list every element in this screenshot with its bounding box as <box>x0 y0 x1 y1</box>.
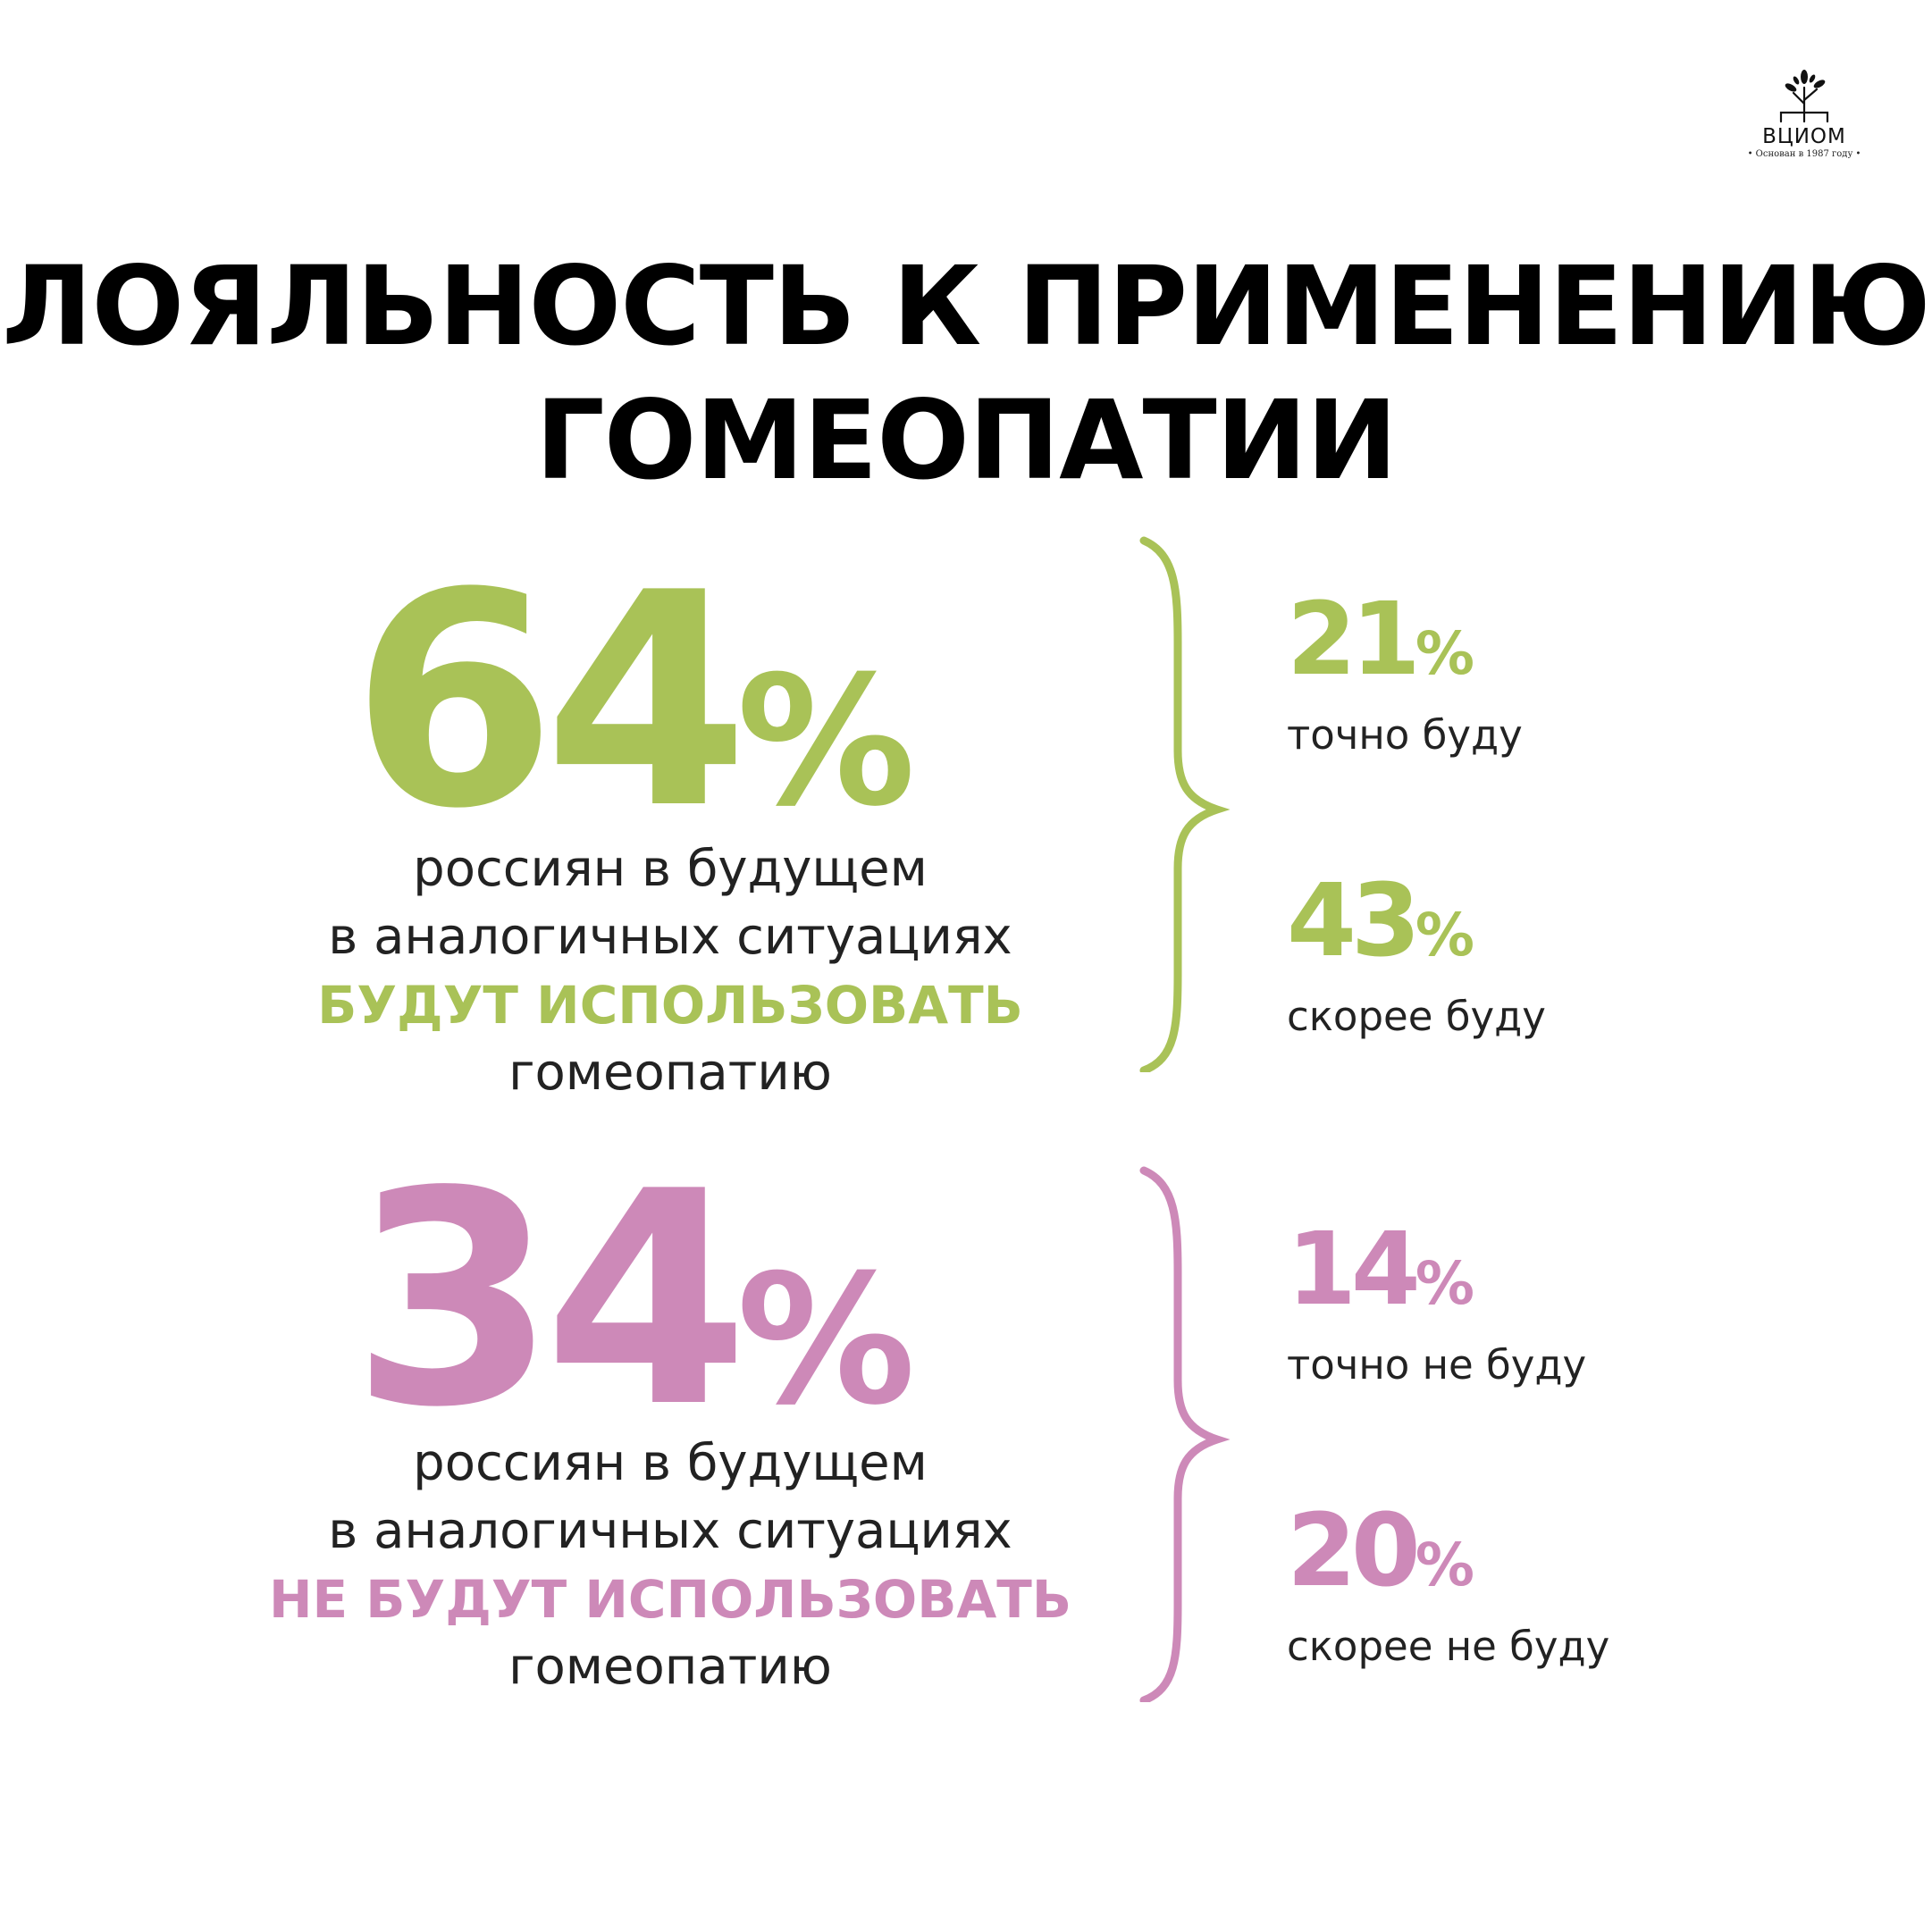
sub-stat-definitely-no: 14% точно не буду <box>1287 1220 1586 1389</box>
sub-stat-rather-no: 20% скорее не буду <box>1287 1501 1609 1670</box>
page-title: ЛОЯЛЬНОСТЬ К ПРИМЕНЕНИЮ ГОМЕОПАТИИ <box>0 239 1932 508</box>
curly-brace-pink <box>1139 1166 1231 1702</box>
desc-accent: НЕ БУДУТ ИСПОЛЬЗОВАТЬ <box>268 1569 1072 1630</box>
sub-stat-value: 14 <box>1287 1212 1421 1328</box>
vciom-logo: ВЦИОМ • Основан в 1987 году • <box>1741 68 1868 173</box>
big-stat-percent: % <box>736 1237 916 1445</box>
sub-stat-definitely-yes: 21% точно буду <box>1287 590 1523 759</box>
desc-line-4: гомеопатию <box>508 1638 832 1696</box>
sub-stat-label: точно буду <box>1287 711 1523 759</box>
desc-line-1: россиян в будущем <box>413 1434 928 1492</box>
big-stat-percent: % <box>736 638 916 846</box>
big-stat-use: 64% <box>351 554 916 849</box>
sub-stat-label: скорее не буду <box>1287 1623 1610 1670</box>
logo-subtitle: • Основан в 1987 году • <box>1747 149 1861 159</box>
big-stat-not-use: 34% <box>351 1153 916 1448</box>
desc-line-4: гомеопатию <box>508 1044 832 1102</box>
tree-logo-icon <box>1779 70 1829 123</box>
title-line-2: ГОМЕОПАТИИ <box>535 377 1398 504</box>
logo-name: ВЦИОМ <box>1762 125 1846 148</box>
sub-stat-percent: % <box>1415 901 1474 969</box>
desc-accent: БУДУТ ИСПОЛЬЗОВАТЬ <box>317 975 1023 1036</box>
big-stat-value: 64 <box>351 530 749 873</box>
sub-stat-value: 43 <box>1287 863 1421 979</box>
sub-stat-value: 20 <box>1287 1493 1421 1609</box>
sub-stat-percent: % <box>1415 619 1474 688</box>
curly-brace-green <box>1139 536 1231 1072</box>
sub-stat-label: точно не буду <box>1287 1341 1587 1389</box>
desc-line-2: в аналогичных ситуациях <box>328 1502 1012 1560</box>
sub-stat-rather-yes: 43% скорее буду <box>1287 871 1546 1040</box>
sub-stat-value: 21 <box>1287 582 1421 698</box>
sub-stat-label: скорее буду <box>1287 993 1546 1040</box>
stat-description-use: россиян в будущем в аналогичных ситуация… <box>179 835 1162 1107</box>
stat-description-not-use: россиян в будущем в аналогичных ситуация… <box>179 1430 1162 1701</box>
sub-stat-percent: % <box>1415 1249 1474 1318</box>
desc-line-2: в аналогичных ситуациях <box>328 908 1012 966</box>
big-stat-value: 34 <box>351 1129 749 1472</box>
sub-stat-percent: % <box>1415 1531 1474 1599</box>
title-line-1: ЛОЯЛЬНОСТЬ К ПРИМЕНЕНИЮ <box>2 243 1931 370</box>
desc-line-1: россиян в будущем <box>413 840 928 898</box>
